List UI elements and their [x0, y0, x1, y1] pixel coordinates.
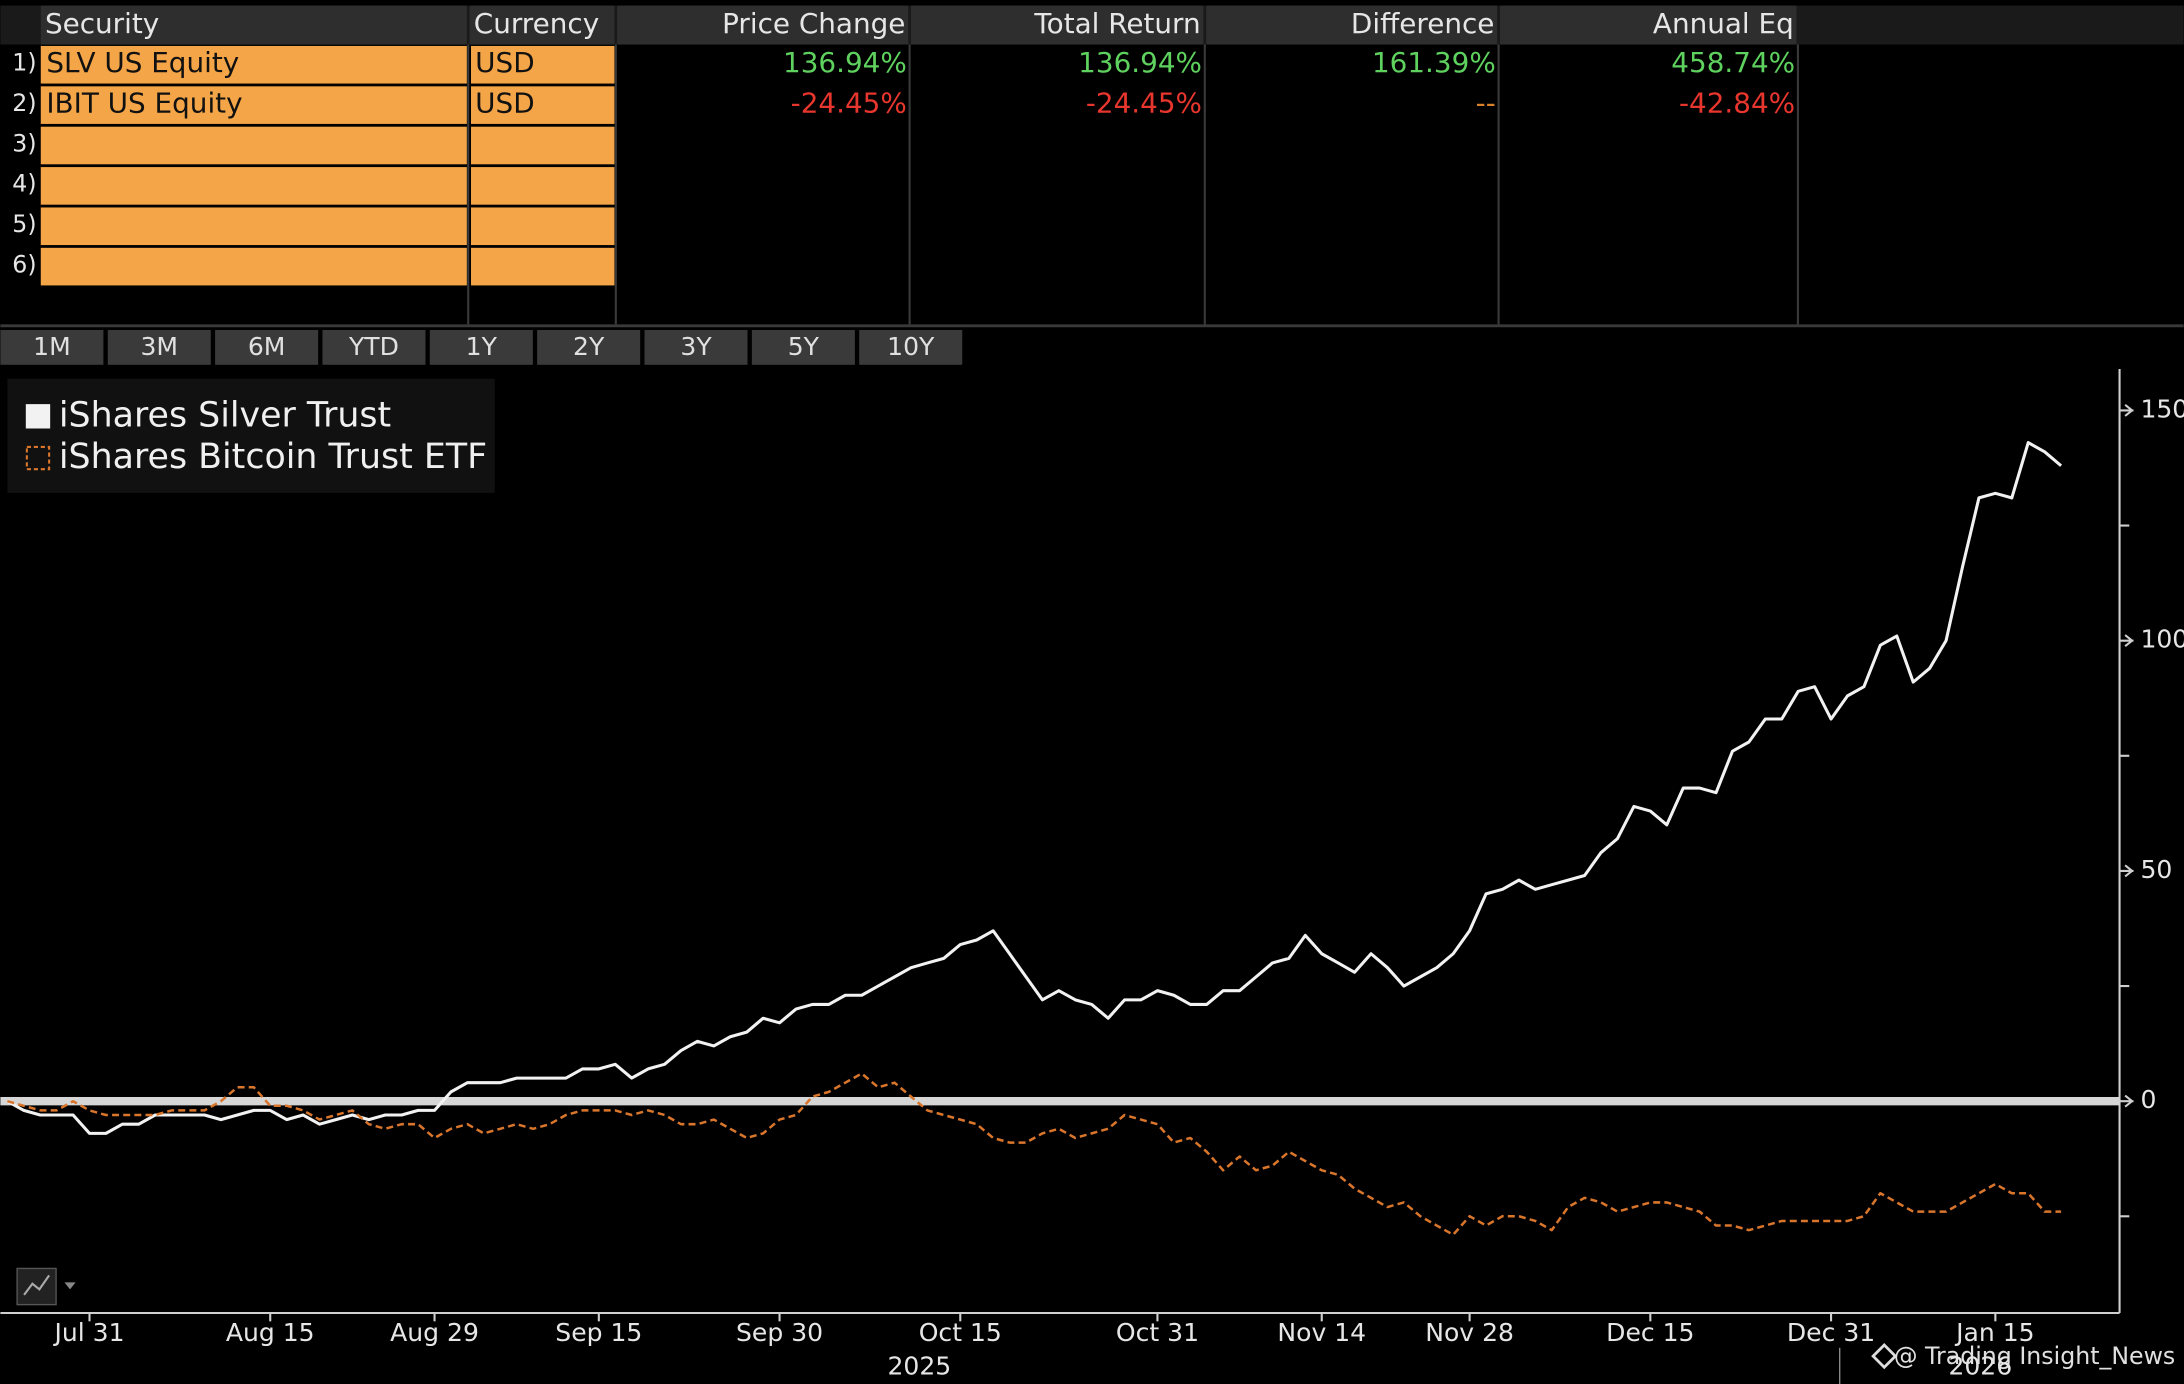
x-tick-label: Sep 30: [736, 1318, 823, 1347]
period-button-label: 1M: [33, 332, 71, 361]
table-cell: USD: [475, 86, 534, 119]
table-cell: --: [1476, 86, 1496, 119]
period-button[interactable]: [751, 329, 855, 365]
column-header: Currency: [474, 7, 599, 40]
legend-label: iShares Silver Trust: [59, 395, 391, 435]
year-label: 2025: [887, 1351, 951, 1380]
header-cell: [469, 5, 615, 45]
table-cell: USD: [475, 46, 534, 79]
y-tick: [2119, 1094, 2134, 1108]
row-index: 4): [12, 170, 36, 198]
period-button-label: YTD: [348, 332, 399, 361]
period-button-label: 5Y: [788, 332, 820, 361]
column-header: Total Return: [1033, 7, 1200, 40]
header-cell: [1206, 5, 1498, 45]
period-button[interactable]: [107, 329, 211, 365]
y-tick: [2119, 404, 2134, 417]
table-cell: SLV US Equity: [46, 46, 239, 79]
legend-label: iShares Bitcoin Trust ETF: [59, 437, 487, 477]
y-tick-label: 50: [2140, 855, 2172, 884]
currency-input[interactable]: [471, 247, 615, 286]
security-input[interactable]: [40, 167, 467, 205]
y-tick: [2119, 864, 2134, 878]
period-button[interactable]: [215, 329, 319, 365]
column-header: Price Change: [722, 7, 905, 40]
x-tick-label: Oct 15: [919, 1318, 1002, 1347]
series-line: [6, 441, 2063, 1135]
legend-swatch: [25, 404, 51, 429]
currency-input[interactable]: [471, 86, 615, 124]
currency-input[interactable]: [471, 207, 615, 246]
year-label: 2026: [1948, 1351, 2012, 1380]
x-tick-label: Jul 31: [52, 1318, 124, 1347]
series-line: [7, 1072, 2062, 1236]
x-tick-label: Sep 15: [555, 1318, 642, 1347]
column-header: Annual Eq: [1653, 7, 1794, 40]
table-cell: IBIT US Equity: [46, 86, 242, 119]
security-input[interactable]: [40, 86, 467, 124]
y-tick-label: 0: [2140, 1085, 2156, 1114]
column-header: Difference: [1351, 7, 1494, 40]
period-button-label: 10Y: [887, 332, 935, 361]
period-button[interactable]: [537, 329, 641, 365]
column-header: Security: [45, 7, 159, 40]
row-index: 3): [12, 129, 36, 157]
security-input[interactable]: [40, 207, 467, 246]
header-cell: [1499, 5, 1797, 45]
watermark-glyph: [1871, 1343, 1898, 1370]
x-tick-label: Aug 15: [226, 1318, 315, 1347]
period-button-label: 6M: [248, 332, 286, 361]
y-tick-label: 100: [2140, 625, 2184, 654]
period-button-label: 3M: [140, 332, 178, 361]
table-cell: 136.94%: [783, 46, 907, 79]
icon-caret: [64, 1282, 76, 1290]
period-button[interactable]: [0, 329, 104, 365]
x-tick-label: Jan 15: [1954, 1318, 2034, 1347]
table-cell: 136.94%: [1078, 46, 1202, 79]
y-tick-label: 150: [2140, 394, 2184, 423]
header-cell: [40, 5, 467, 45]
period-button-label: 1Y: [466, 332, 498, 361]
watermark-icon: [1871, 1343, 1898, 1370]
period-button-label: 2Y: [573, 332, 605, 361]
x-tick-label: Dec 15: [1606, 1318, 1694, 1347]
row-index: 6): [12, 250, 36, 278]
period-button[interactable]: [859, 329, 963, 365]
table-cell: -42.84%: [1679, 86, 1795, 119]
period-button[interactable]: [429, 329, 533, 365]
legend-box: [7, 378, 495, 493]
legend-swatch: [25, 445, 51, 471]
table-cell: -24.45%: [791, 86, 907, 119]
security-input[interactable]: [40, 45, 467, 84]
table-cell: 161.39%: [1372, 46, 1496, 79]
row-index: 2): [12, 89, 36, 117]
table-cell: 458.74%: [1671, 46, 1795, 79]
x-tick-label: Nov 14: [1277, 1318, 1366, 1347]
header-cell: [910, 5, 1204, 45]
security-input[interactable]: [40, 126, 467, 165]
x-tick-label: Dec 31: [1787, 1318, 1875, 1347]
header-cell: [617, 5, 909, 45]
icon-glyph: [23, 1274, 50, 1296]
x-tick-label: Oct 31: [1116, 1318, 1199, 1347]
period-button-label: 3Y: [680, 332, 712, 361]
row-index: 5): [12, 210, 36, 238]
period-button[interactable]: [644, 329, 748, 365]
x-tick-label: Aug 29: [390, 1318, 479, 1347]
security-input[interactable]: [40, 247, 467, 286]
x-tick-label: Nov 28: [1425, 1318, 1514, 1347]
table-cell: -24.45%: [1086, 86, 1202, 119]
chart-type-icon[interactable]: [16, 1267, 76, 1306]
row-index: 1): [12, 49, 36, 77]
y-tick: [2119, 634, 2134, 648]
currency-input[interactable]: [471, 167, 615, 205]
currency-input[interactable]: [471, 126, 615, 165]
icon-frame: [16, 1267, 57, 1306]
period-button[interactable]: [322, 329, 426, 365]
currency-input[interactable]: [471, 45, 615, 84]
watermark: @ Trading Insight_News: [1894, 1342, 2175, 1370]
